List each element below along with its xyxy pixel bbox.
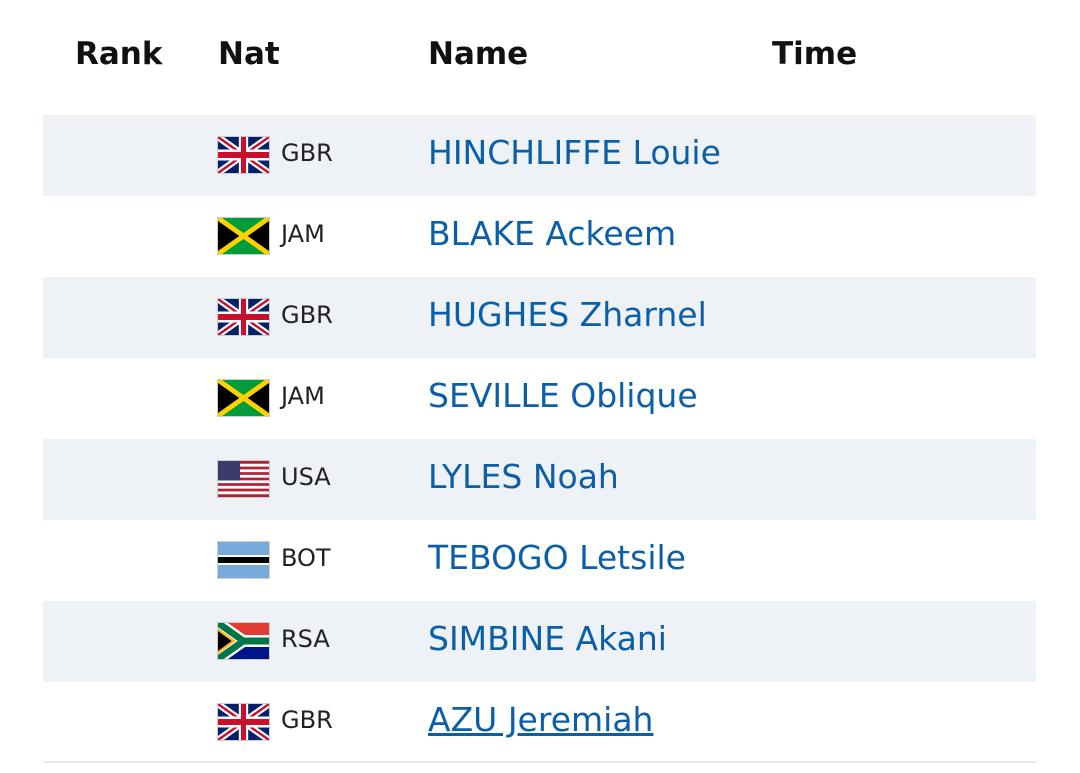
result-row: RSA SIMBINE Akani [43,601,1036,682]
athlete-name[interactable]: BLAKE Ackeem [428,214,677,253]
header-time: Time [772,36,858,72]
nationality: JAM [281,220,325,248]
result-row: USA LYLES Noah [43,439,1036,520]
header-rank: Rank [75,36,163,72]
flag [218,623,269,659]
result-row: GBR HINCHLIFFE Louie [43,115,1036,196]
nationality: GBR [281,706,333,734]
flag [218,542,269,578]
flag [218,137,269,173]
flag [218,704,269,740]
nationality: USA [281,463,331,491]
athlete-name[interactable]: LYLES Noah [428,457,619,496]
result-row: JAM BLAKE Ackeem [43,196,1036,277]
athlete-name[interactable]: SIMBINE Akani [428,619,667,658]
nationality: JAM [281,382,325,410]
result-row: GBR AZU Jeremiah [43,682,1036,763]
flag [218,299,269,335]
nationality: GBR [281,301,333,329]
flag [218,218,269,254]
result-row: JAM SEVILLE Oblique [43,358,1036,439]
athlete-name[interactable]: HINCHLIFFE Louie [428,133,721,172]
nationality: GBR [281,139,333,167]
nationality: BOT [281,544,331,572]
flag [218,461,269,497]
flag [218,380,269,416]
result-row: GBR HUGHES Zharnel [43,277,1036,358]
athlete-name[interactable]: HUGHES Zharnel [428,295,707,334]
athlete-name[interactable]: TEBOGO Letsile [428,538,686,577]
athlete-name[interactable]: AZU Jeremiah [428,700,654,739]
header-name: Name [428,36,529,72]
header-nat: Nat [218,36,280,72]
result-row: BOT TEBOGO Letsile [43,520,1036,601]
nationality: RSA [281,625,330,653]
athlete-name[interactable]: SEVILLE Oblique [428,376,698,415]
